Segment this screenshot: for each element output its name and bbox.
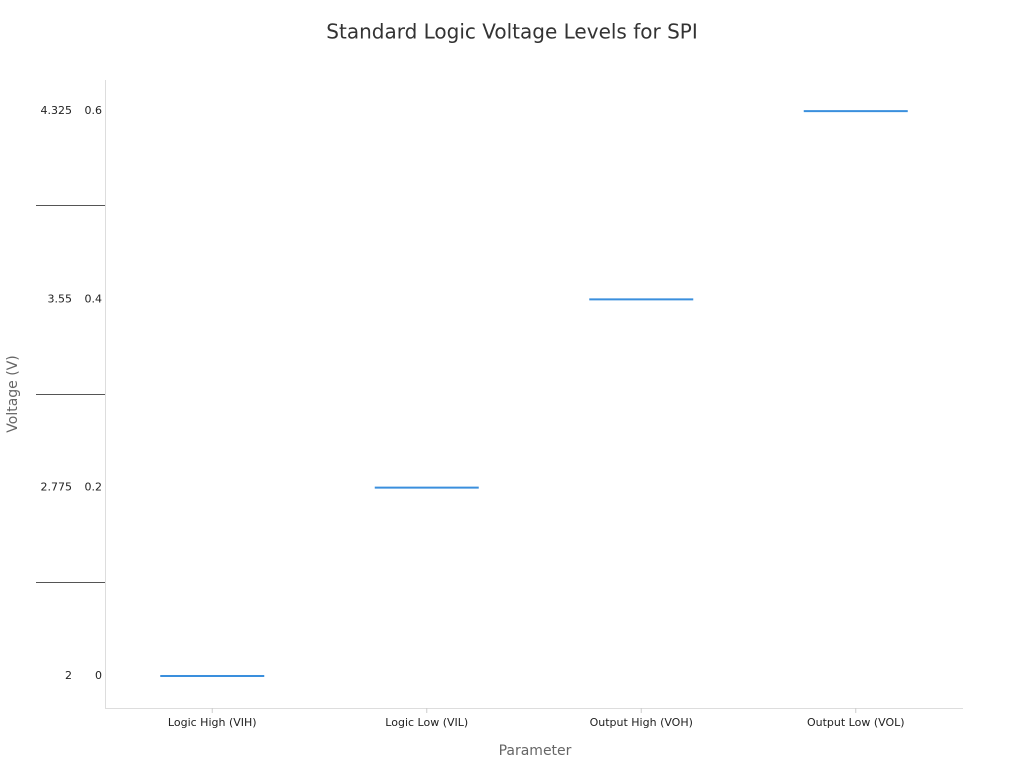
y-tick-label: 0 (95, 669, 102, 682)
chart-title: Standard Logic Voltage Levels for SPI (326, 20, 697, 44)
x-tick-label: Output Low (VOL) (807, 716, 905, 729)
y2-tick-label: 3.55 (48, 292, 73, 305)
y-axis-label: Voltage (V) (5, 355, 21, 432)
y2-tick-label: 4.325 (41, 104, 73, 117)
y2-tick-label: 2 (65, 669, 72, 682)
x-tick-label: Logic High (VIH) (168, 716, 257, 729)
x-axis-label: Parameter (499, 743, 572, 759)
x-tick-label: Output High (VOH) (590, 716, 693, 729)
y-tick-label: 0.6 (85, 104, 103, 117)
y-tick-label: 0.2 (85, 481, 103, 494)
x-tick-label: Logic Low (VIL) (385, 716, 468, 729)
y-tick-label: 0.4 (85, 292, 103, 305)
y2-tick-label: 2.775 (41, 481, 73, 494)
